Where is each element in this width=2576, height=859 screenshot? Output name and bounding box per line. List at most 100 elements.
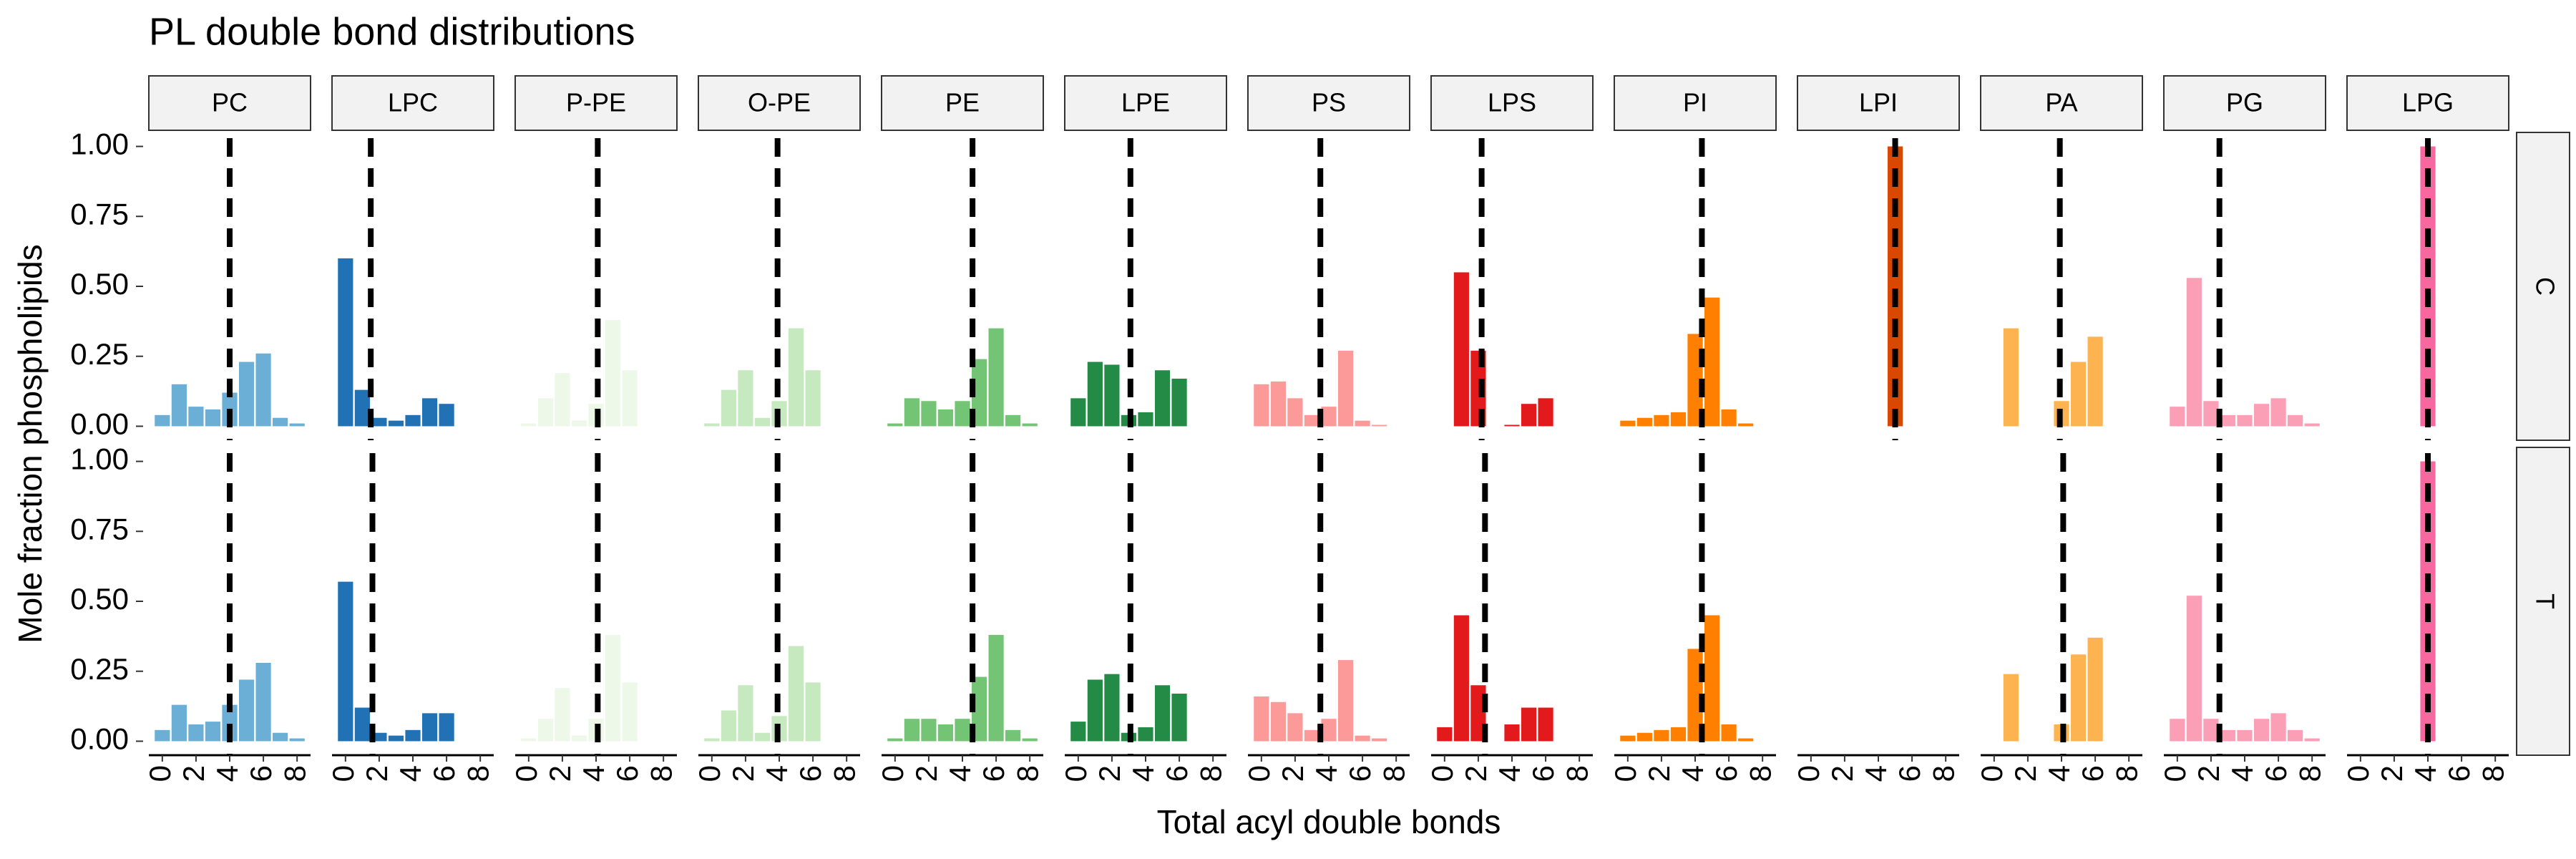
bar	[2253, 719, 2270, 742]
bar	[955, 401, 970, 427]
bar	[1453, 615, 1469, 742]
x-tick-label: 6	[2076, 765, 2109, 782]
bar	[1738, 423, 1754, 427]
bar	[155, 414, 170, 427]
x-tick-label: 8	[461, 765, 494, 782]
bar	[273, 732, 288, 742]
x-tick-label: 2	[1642, 765, 1676, 782]
strip-label: PE	[945, 88, 980, 117]
bar	[1337, 660, 1354, 742]
strip-label: LPS	[1488, 88, 1536, 117]
bar	[1355, 735, 1370, 742]
x-tick-label: 0	[1425, 765, 1459, 782]
bar	[971, 676, 987, 742]
x-tick-label: 6	[1709, 765, 1743, 782]
bar	[1453, 272, 1469, 427]
bar	[571, 735, 587, 742]
bar	[904, 398, 919, 427]
bar	[405, 729, 421, 742]
bar	[1654, 414, 1669, 427]
strip-label: PS	[1312, 88, 1346, 117]
bar	[1022, 423, 1038, 427]
bar	[1670, 727, 1687, 742]
bar	[238, 361, 255, 427]
bar	[255, 353, 271, 427]
bar	[955, 719, 970, 742]
y-tick-label: 0.25	[70, 337, 129, 371]
bar	[622, 370, 638, 427]
x-tick-label: 8	[1743, 765, 1777, 782]
bar	[2087, 336, 2103, 427]
bar	[904, 719, 919, 742]
x-tick-label: 2	[1825, 765, 1859, 782]
bar	[1022, 738, 1038, 742]
bar	[1138, 727, 1153, 742]
bar	[622, 682, 638, 742]
x-tick-label: 0	[509, 765, 543, 782]
x-tick-label: 4	[394, 765, 427, 782]
bar	[1254, 384, 1269, 427]
bar	[338, 581, 353, 742]
bar	[205, 409, 221, 427]
x-tick-label: 0	[1059, 765, 1093, 782]
bar	[721, 389, 736, 427]
bar	[805, 370, 821, 427]
bar	[704, 738, 720, 742]
strip-label: PA	[2045, 88, 2077, 117]
strip-box	[2516, 447, 2570, 756]
bar	[421, 713, 438, 742]
bar	[188, 407, 204, 427]
x-tick-label: 2	[2192, 765, 2225, 782]
strip-label: PG	[2226, 88, 2263, 117]
y-tick-label: 0.25	[70, 652, 129, 686]
x-tick-label: 0	[693, 765, 726, 782]
x-tick-label: 4	[1859, 765, 1893, 782]
bar	[788, 328, 804, 427]
bar	[2070, 361, 2087, 427]
bar	[537, 398, 553, 427]
bar	[788, 646, 804, 742]
bar	[921, 401, 937, 427]
x-tick-label: 4	[2042, 765, 2076, 782]
bar	[1704, 615, 1720, 742]
x-tick-label: 2	[1459, 765, 1493, 782]
x-tick-label: 0	[326, 765, 360, 782]
bar	[1005, 729, 1021, 742]
bar	[1704, 297, 1720, 427]
y-tick-label: 1.00	[70, 442, 129, 476]
bar	[1154, 685, 1171, 742]
bar	[937, 724, 954, 742]
bar	[1104, 674, 1120, 742]
strip-box	[698, 75, 861, 131]
bar	[1304, 729, 1320, 742]
x-tick-label: 4	[943, 765, 977, 782]
bar	[605, 634, 621, 742]
bar	[2170, 407, 2185, 427]
strip-label: LPG	[2402, 88, 2454, 117]
bar	[405, 414, 421, 427]
bar	[937, 409, 954, 427]
bar	[371, 417, 387, 427]
x-tick-label: 4	[1676, 765, 1709, 782]
bar	[2237, 414, 2253, 427]
bar	[2288, 729, 2303, 742]
x-tick-label: 6	[244, 765, 278, 782]
bar	[439, 713, 454, 742]
bar	[2220, 414, 2236, 427]
bar	[1287, 398, 1303, 427]
x-tick-label: 8	[2476, 765, 2509, 782]
chart-title: PL double bond distributions	[149, 10, 635, 53]
x-tick-label: 0	[1609, 765, 1642, 782]
bar	[571, 420, 587, 427]
x-tick-label: 4	[2409, 765, 2442, 782]
bar	[738, 370, 753, 427]
bar	[1538, 707, 1553, 742]
bar	[2203, 401, 2219, 427]
bar	[887, 738, 903, 742]
x-tick-label: 8	[644, 765, 678, 782]
strip-label: P-PE	[566, 88, 626, 117]
x-tick-label: 4	[760, 765, 794, 782]
x-tick-label: 0	[1242, 765, 1276, 782]
x-tick-label: 6	[2442, 765, 2476, 782]
x-tick-label: 6	[1343, 765, 1377, 782]
